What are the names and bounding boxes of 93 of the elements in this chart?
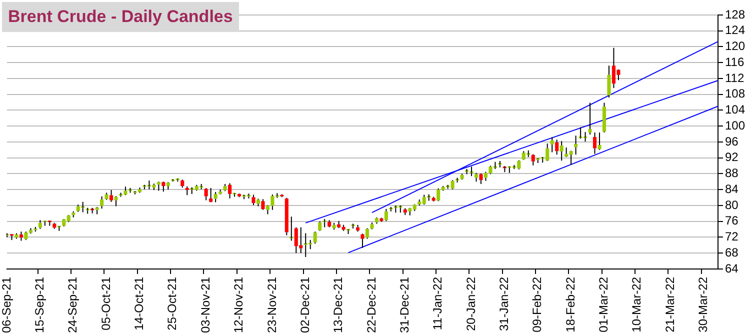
y-tick-label: 68 bbox=[725, 245, 739, 260]
candlestick bbox=[470, 166, 474, 177]
y-tick-label: 112 bbox=[725, 70, 744, 85]
candlestick bbox=[95, 207, 99, 215]
candlestick bbox=[602, 102, 606, 133]
candlestick bbox=[180, 179, 184, 188]
candlestick bbox=[403, 208, 407, 216]
candlestick bbox=[479, 172, 483, 185]
candlestick bbox=[574, 135, 578, 156]
candlestick bbox=[204, 188, 208, 201]
x-tick-label: 12-Nov-21 bbox=[232, 276, 246, 333]
candlestick bbox=[72, 210, 76, 218]
candlestick bbox=[384, 208, 388, 222]
x-tick-label: 21-Mar-22 bbox=[662, 276, 677, 332]
candlestick bbox=[43, 220, 47, 226]
x-tick-label: 31-Jan-22 bbox=[497, 276, 512, 332]
y-tick-label: 88 bbox=[725, 166, 739, 180]
candlestick bbox=[110, 189, 114, 202]
candlestick bbox=[261, 198, 265, 210]
candlestick bbox=[52, 222, 56, 230]
candlestick bbox=[162, 182, 166, 192]
candlestick bbox=[252, 194, 256, 206]
candlestick bbox=[550, 136, 554, 153]
y-tick-label: 100 bbox=[725, 118, 746, 132]
candlestick bbox=[185, 186, 189, 196]
candlestick bbox=[104, 192, 108, 200]
candlestick bbox=[166, 182, 170, 190]
candlestick bbox=[560, 140, 564, 162]
candlestick bbox=[34, 226, 38, 232]
x-tick-label: 25-Oct-21 bbox=[165, 276, 180, 330]
y-tick-label: 108 bbox=[725, 86, 746, 101]
y-tick-label: 84 bbox=[725, 182, 739, 196]
candlestick bbox=[592, 132, 597, 154]
x-tick-label: 14-Oct-21 bbox=[132, 276, 146, 330]
x-tick-label: 15-Sep-21 bbox=[32, 276, 46, 334]
y-tick-label: 64 bbox=[725, 261, 739, 276]
candlestick bbox=[100, 196, 104, 210]
candlestick bbox=[607, 65, 611, 98]
x-tick-label: 23-Nov-21 bbox=[264, 276, 279, 333]
x-tick-label: 22-Dec-21 bbox=[364, 276, 378, 333]
candlestick bbox=[328, 220, 332, 228]
x-tick-label: 18-Feb-22 bbox=[563, 276, 578, 332]
candlestick bbox=[474, 172, 478, 182]
candlestick bbox=[351, 223, 355, 229]
candlestick bbox=[14, 232, 18, 240]
x-tick-label: 06-Sep-21 bbox=[0, 276, 14, 334]
candlestick bbox=[332, 222, 336, 230]
candlestick bbox=[531, 154, 535, 166]
candlestick bbox=[228, 182, 232, 199]
candlestick bbox=[10, 234, 14, 240]
y-tick-label: 96 bbox=[725, 134, 739, 148]
candlestick bbox=[460, 173, 464, 180]
candlestick bbox=[346, 228, 350, 235]
y-tick-label: 76 bbox=[725, 214, 739, 228]
candlestick bbox=[360, 234, 364, 248]
candlestick bbox=[365, 228, 370, 240]
candlestick bbox=[256, 198, 260, 207]
candlestick bbox=[370, 222, 374, 230]
y-tick-label: 72 bbox=[725, 230, 739, 244]
x-tick-label: 05-Oct-21 bbox=[98, 276, 113, 330]
y-tick-label: 128 bbox=[725, 7, 746, 22]
candlestick bbox=[588, 102, 592, 135]
candlestick bbox=[223, 184, 227, 192]
candlestick bbox=[19, 231, 23, 242]
candlestick bbox=[209, 188, 213, 202]
x-tick-label: 09-Feb-22 bbox=[530, 276, 544, 332]
candlestick bbox=[156, 182, 160, 192]
x-tick-label: 03-Nov-21 bbox=[198, 276, 212, 333]
chart-title: Brent Crude - Daily Candles bbox=[2, 2, 239, 32]
x-tick-label: 10-Mar-22 bbox=[630, 276, 644, 332]
y-tick-label: 124 bbox=[725, 23, 746, 38]
x-tick-label: 02-Dec-21 bbox=[298, 276, 312, 333]
candlestick bbox=[356, 224, 360, 232]
x-tick-label: 13-Dec-21 bbox=[331, 276, 346, 333]
x-tick-label: 24-Sep-21 bbox=[66, 276, 80, 334]
candlestick bbox=[218, 189, 222, 194]
candlestick bbox=[214, 191, 218, 203]
candlestick bbox=[555, 139, 559, 156]
candlestick bbox=[114, 195, 118, 207]
y-tick-label: 116 bbox=[725, 54, 744, 69]
y-tick-label: 104 bbox=[725, 102, 746, 117]
candlestick bbox=[48, 220, 52, 226]
candlestick bbox=[313, 231, 317, 244]
x-tick-label: 01-Mar-22 bbox=[596, 276, 611, 332]
y-tick-label: 80 bbox=[725, 198, 739, 212]
y-tick-label: 120 bbox=[725, 39, 746, 54]
x-tick-label: 20-Jan-22 bbox=[464, 276, 478, 332]
x-tick-label: 30-Mar-22 bbox=[696, 276, 710, 332]
x-tick-label: 11-Jan-22 bbox=[430, 276, 445, 330]
x-tick-label: 31-Dec-21 bbox=[397, 276, 412, 333]
candlestick bbox=[38, 220, 42, 230]
y-tick-label: 92 bbox=[725, 150, 739, 164]
candlestick bbox=[598, 132, 602, 150]
